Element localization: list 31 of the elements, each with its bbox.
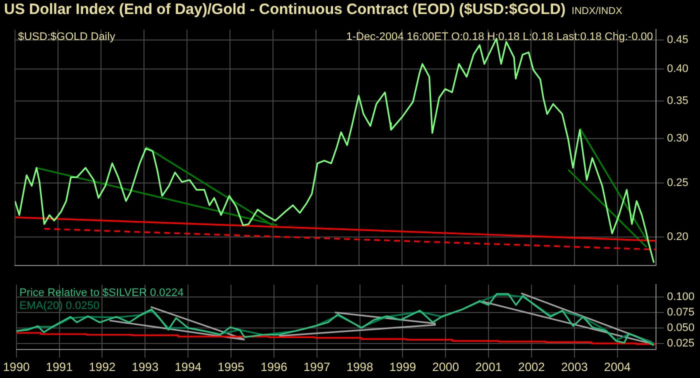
chart-title: US Dollar Index (End of Day)/Gold - Continuous Contract (EOD) ($USD:$GOLD) [4, 1, 566, 18]
x-tick-label: 1992 [88, 360, 116, 374]
y-tick-label: 0.35 [667, 95, 688, 108]
series-label: EMA(20) 0.0250 [19, 300, 100, 312]
x-tick-label: 2000 [432, 360, 460, 374]
chart-subtitle: INDX/INDX [572, 6, 622, 17]
y-tick-label: 0.100 [667, 291, 695, 304]
y-tick-label: 0.30 [667, 132, 688, 145]
x-tick-label: 2002 [518, 360, 546, 374]
x-tick-label: 2001 [475, 360, 502, 374]
y-tick-label: 0.45 [667, 34, 688, 46]
x-tick-label: 1995 [218, 360, 245, 374]
annotation: $USD:$GOLD Daily [18, 31, 116, 44]
series-label: Price Relative to $SILVER 0.0224 [19, 287, 184, 300]
x-tick-label: 1999 [389, 360, 416, 374]
x-tick-label: 1998 [346, 360, 374, 374]
y-tick-label: 0.40 [667, 62, 688, 75]
x-tick-label: 2003 [561, 360, 588, 374]
x-tick-label: 1991 [46, 360, 73, 374]
y-tick-label: 0.25 [667, 176, 688, 189]
x-tick-label: 1993 [132, 360, 159, 374]
x-tick-label: 1990 [2, 360, 30, 374]
x-tick-label: 1997 [304, 360, 331, 374]
y-tick-label: 0.075 [667, 306, 695, 318]
y-tick-label: 0.20 [667, 231, 688, 244]
x-tick-label: 2004 [604, 360, 632, 374]
annotation: 1-Dec-2004 16:00ET O:0.18 H:0.18 L:0.18 Last:0.18 Chg:-0.00 [346, 31, 653, 44]
x-tick-label: 1996 [260, 360, 288, 374]
x-tick-label: 1994 [174, 360, 202, 374]
y-tick-label: 0.050 [667, 322, 695, 334]
y-tick-label: 0.025 [667, 337, 695, 350]
